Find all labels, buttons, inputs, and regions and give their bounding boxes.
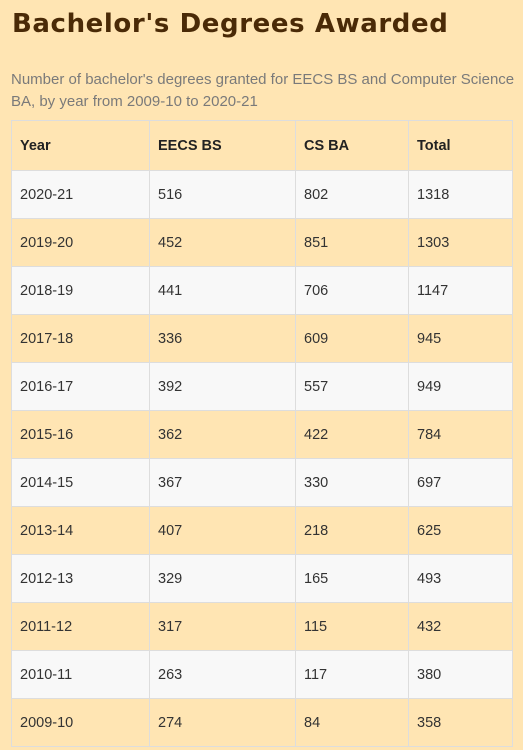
cell-cs-ba: 802 <box>295 170 409 219</box>
cell-year: 2019-20 <box>11 218 150 267</box>
cell-cs-ba: 117 <box>295 650 409 699</box>
table-row: 2019-20 452 851 1303 <box>11 218 513 267</box>
table-row: 2020-21 516 802 1318 <box>11 170 513 219</box>
cell-cs-ba: 851 <box>295 218 409 267</box>
table-row: 2010-11 263 117 380 <box>11 650 513 699</box>
column-header-total[interactable]: Total <box>408 120 513 171</box>
cell-cs-ba: 165 <box>295 554 409 603</box>
cell-total: 1318 <box>408 170 513 219</box>
cell-total: 784 <box>408 410 513 459</box>
cell-cs-ba: 218 <box>295 506 409 555</box>
cell-cs-ba: 609 <box>295 314 409 363</box>
cell-eecs-bs: 274 <box>149 698 296 747</box>
cell-cs-ba: 422 <box>295 410 409 459</box>
cell-total: 697 <box>408 458 513 507</box>
cell-year: 2009-10 <box>11 698 150 747</box>
table-row: 2011-12 317 115 432 <box>11 602 513 651</box>
cell-total: 945 <box>408 314 513 363</box>
cell-cs-ba: 84 <box>295 698 409 747</box>
cell-eecs-bs: 516 <box>149 170 296 219</box>
cell-year: 2015-16 <box>11 410 150 459</box>
cell-cs-ba: 115 <box>295 602 409 651</box>
table-row: 2009-10 274 84 358 <box>11 698 513 747</box>
cell-eecs-bs: 441 <box>149 266 296 315</box>
cell-year: 2012-13 <box>11 554 150 603</box>
table-header-row: Year EECS BS CS BA Total <box>11 120 513 171</box>
cell-eecs-bs: 329 <box>149 554 296 603</box>
table-row: 2017-18 336 609 945 <box>11 314 513 363</box>
table-row: 2013-14 407 218 625 <box>11 506 513 555</box>
cell-year: 2011-12 <box>11 602 150 651</box>
cell-cs-ba: 706 <box>295 266 409 315</box>
cell-cs-ba: 330 <box>295 458 409 507</box>
cell-eecs-bs: 367 <box>149 458 296 507</box>
table-row: 2015-16 362 422 784 <box>11 410 513 459</box>
cell-cs-ba: 557 <box>295 362 409 411</box>
cell-year: 2017-18 <box>11 314 150 363</box>
cell-eecs-bs: 362 <box>149 410 296 459</box>
cell-eecs-bs: 407 <box>149 506 296 555</box>
column-header-cs-ba[interactable]: CS BA <box>295 120 409 171</box>
cell-total: 432 <box>408 602 513 651</box>
cell-total: 1147 <box>408 266 513 315</box>
cell-year: 2014-15 <box>11 458 150 507</box>
cell-total: 949 <box>408 362 513 411</box>
cell-year: 2020-21 <box>11 170 150 219</box>
table-row: 2014-15 367 330 697 <box>11 458 513 507</box>
cell-total: 1303 <box>408 218 513 267</box>
table-row: 2016-17 392 557 949 <box>11 362 513 411</box>
cell-year: 2016-17 <box>11 362 150 411</box>
cell-year: 2018-19 <box>11 266 150 315</box>
cell-total: 493 <box>408 554 513 603</box>
column-header-year[interactable]: Year <box>11 120 150 171</box>
cell-total: 380 <box>408 650 513 699</box>
page-title: Bachelor's Degrees Awarded <box>12 9 449 39</box>
table-row: 2018-19 441 706 1147 <box>11 266 513 315</box>
table-row: 2012-13 329 165 493 <box>11 554 513 603</box>
cell-total: 625 <box>408 506 513 555</box>
column-header-eecs-bs[interactable]: EECS BS <box>149 120 296 171</box>
cell-eecs-bs: 392 <box>149 362 296 411</box>
cell-eecs-bs: 263 <box>149 650 296 699</box>
cell-year: 2010-11 <box>11 650 150 699</box>
cell-eecs-bs: 336 <box>149 314 296 363</box>
table-description: Number of bachelor's degrees granted for… <box>11 71 515 110</box>
degrees-table: Year EECS BS CS BA Total 2020-21 516 802… <box>11 120 513 747</box>
cell-eecs-bs: 317 <box>149 602 296 651</box>
cell-eecs-bs: 452 <box>149 218 296 267</box>
cell-year: 2013-14 <box>11 506 150 555</box>
cell-total: 358 <box>408 698 513 747</box>
